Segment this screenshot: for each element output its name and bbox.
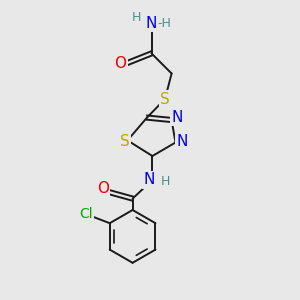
Text: N: N — [146, 16, 157, 31]
Text: S: S — [120, 134, 129, 149]
Text: -H: -H — [157, 16, 171, 30]
Text: O: O — [115, 56, 127, 70]
Text: S: S — [160, 92, 170, 106]
Text: O: O — [97, 181, 109, 196]
Text: N: N — [171, 110, 183, 124]
Text: H: H — [132, 11, 141, 24]
Text: Cl: Cl — [80, 207, 93, 221]
Text: N: N — [176, 134, 188, 149]
Text: N: N — [144, 172, 155, 188]
Text: H: H — [161, 175, 170, 188]
